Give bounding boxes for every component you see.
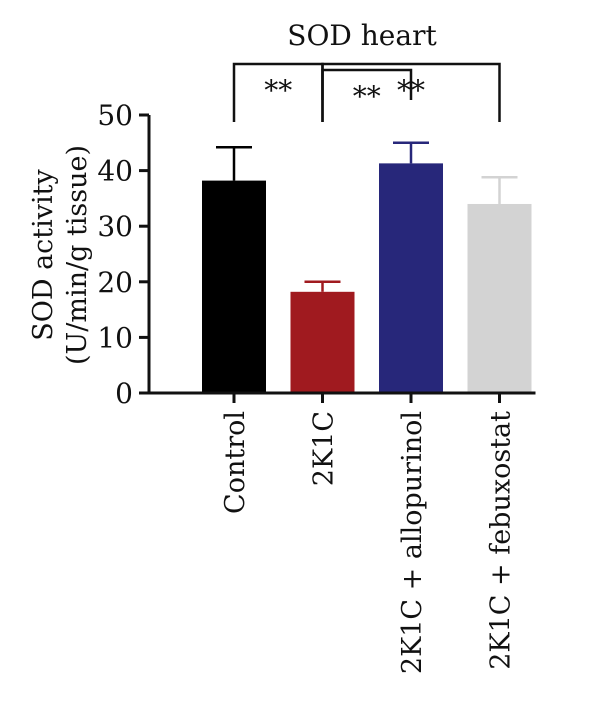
y-tick-label-40: 40	[97, 155, 133, 188]
y-tick-label-20: 20	[97, 266, 133, 299]
bar-2	[379, 163, 443, 393]
y-tick-label-10: 10	[97, 321, 133, 354]
category-label-1: 2K1C	[309, 411, 340, 486]
category-label-3: 2K1C + febuxostat	[486, 411, 517, 670]
significance-label-2: **	[397, 74, 425, 107]
bar-0	[202, 180, 266, 393]
chart-title: SOD heart	[287, 19, 437, 52]
category-label-0: Control	[220, 411, 251, 514]
significance-label-0: **	[264, 74, 292, 107]
bar-1	[290, 291, 355, 393]
bar-3	[467, 203, 532, 393]
significance-bracket-2	[321, 62, 501, 122]
y-axis-label-line2: (U/min/g tissue)	[62, 145, 93, 365]
significance-label-1: **	[353, 80, 381, 113]
y-tick-label-30: 30	[97, 210, 133, 243]
y-axis-label-line1: SOD activity	[28, 168, 59, 340]
y-axis-label: SOD activity (U/min/g tissue)	[28, 145, 93, 365]
category-label-2: 2K1C + allopurinol	[397, 411, 428, 674]
plot-area: 0 10 20 30 40 50 Control 2K1C 2K1C + allopurinol…	[97, 62, 536, 674]
y-tick-label-0: 0	[115, 377, 133, 410]
y-tick-label-50: 50	[97, 99, 133, 132]
